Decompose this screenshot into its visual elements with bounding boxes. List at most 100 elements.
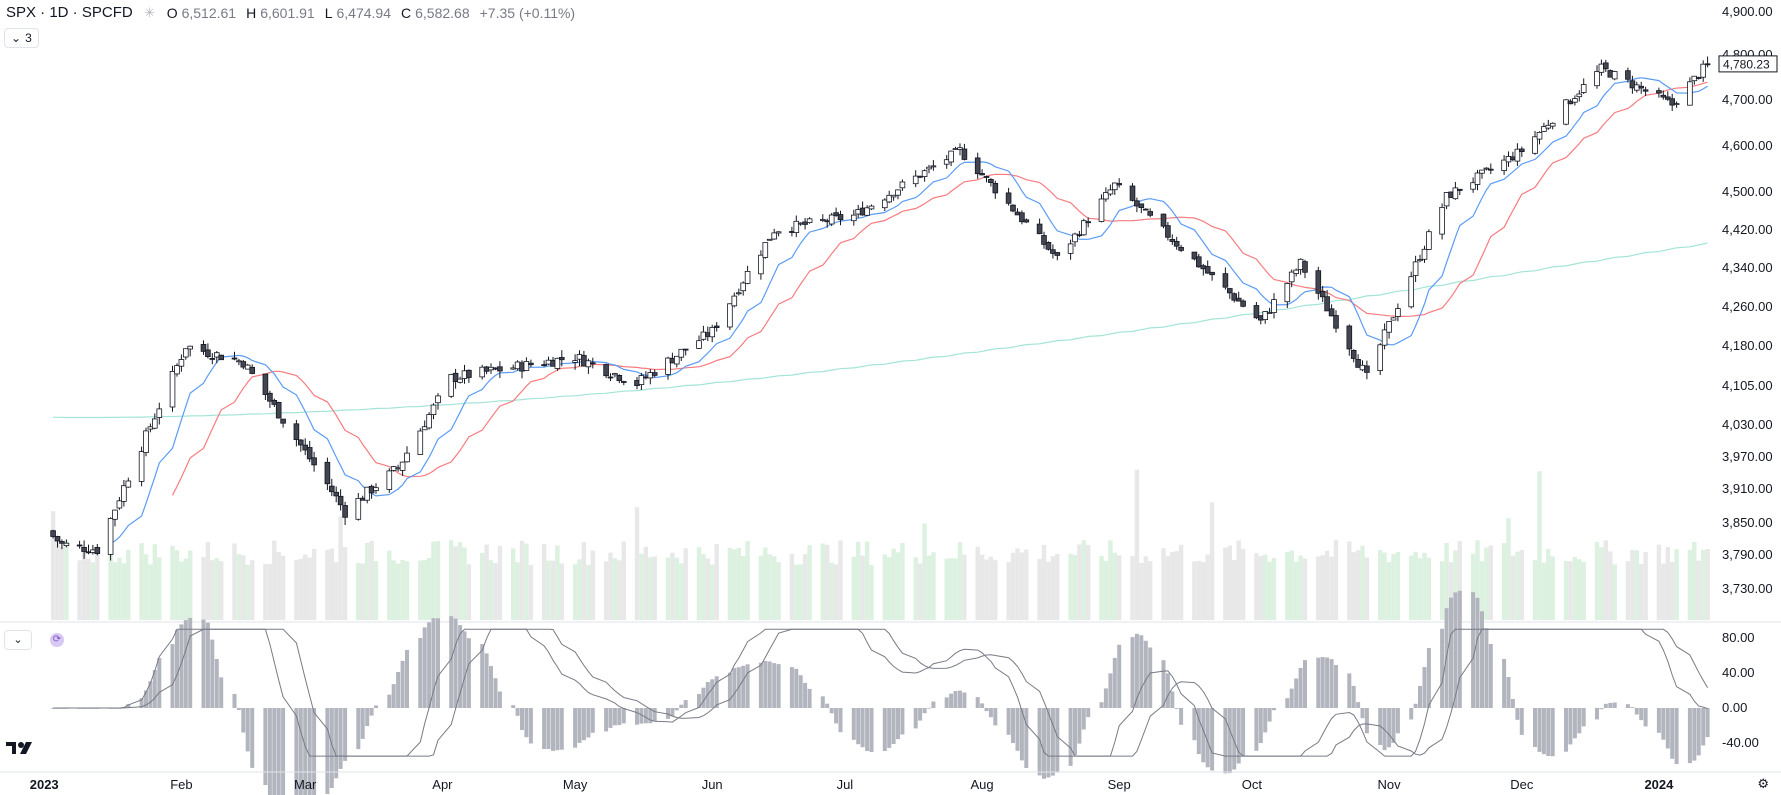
volume-bar [608, 552, 613, 620]
candle-body [820, 219, 826, 221]
volume-bar [1006, 562, 1011, 620]
histogram-bar [1130, 637, 1135, 708]
histogram-bar [1298, 667, 1303, 708]
candle-body [488, 366, 494, 371]
histogram-bar [1546, 708, 1551, 756]
oscillator-collapse-button[interactable]: ⌄ [4, 630, 32, 650]
candle-body [386, 470, 393, 490]
volume-bar [1267, 561, 1272, 620]
candle-body [851, 214, 857, 222]
histogram-bar [825, 703, 830, 708]
volume-bar [1351, 552, 1356, 620]
candle-body [1532, 136, 1538, 154]
histogram-bar [1236, 708, 1241, 764]
symbol-title[interactable]: SPX · 1D · SPCFD [6, 4, 133, 21]
volume-bar [170, 545, 175, 620]
histogram-bar [334, 708, 339, 779]
candle-body [1642, 89, 1649, 92]
histogram-bar [758, 662, 763, 708]
volume-bar [926, 555, 932, 620]
volume-bar [311, 549, 317, 620]
volume-bar [1333, 540, 1339, 620]
indicators-toggle-button[interactable]: ⌄ 3 [4, 28, 39, 48]
candle-body [1390, 317, 1397, 321]
histogram-bar [1440, 628, 1445, 708]
oscillator-pane[interactable]: 80.00 40.00 0.00 -40.00 [0, 590, 1781, 795]
candle-body [899, 181, 906, 189]
candle-body [1173, 240, 1180, 247]
volume-bar [1608, 551, 1613, 620]
histogram-bar [1037, 708, 1042, 776]
volume-bar [338, 516, 343, 620]
histogram-bar [365, 708, 370, 727]
candle-body [1408, 276, 1415, 308]
volume-bar [307, 557, 312, 620]
histogram-bar [608, 708, 613, 728]
price-axis[interactable]: 4,900.004,800.004,700.004,600.004,500.00… [0, 4, 1781, 623]
candle-body [1023, 219, 1030, 223]
time-tick-label: May [563, 777, 588, 792]
histogram-bar [515, 708, 520, 716]
volume-bar [1294, 561, 1299, 620]
histogram-bar [860, 708, 865, 748]
candle-body [1611, 71, 1618, 80]
candle-body [1196, 256, 1202, 268]
histogram-bar [520, 708, 524, 730]
histogram-bar [944, 697, 949, 708]
histogram-bar [1267, 708, 1272, 722]
candle-body [293, 423, 300, 440]
volume-bar [152, 544, 157, 620]
volume-bar [493, 563, 498, 620]
histogram-bar [1665, 708, 1670, 749]
candle-body [1262, 311, 1269, 321]
volume-bar [360, 563, 365, 620]
settings-gear-icon[interactable]: ⚙ [1757, 776, 1769, 791]
histogram-bar [900, 708, 905, 735]
volume-bar [232, 543, 237, 620]
time-axis[interactable]: 2023 Feb Mar Apr May Jun Jul Aug Sep Oct Nov Dec 202… [30, 777, 1674, 792]
histogram-bar [1134, 633, 1139, 708]
histogram-bar [772, 663, 777, 708]
histogram-bar [1475, 597, 1480, 708]
volume-bar [139, 543, 144, 620]
candle-body [1443, 192, 1450, 207]
volume-bar [1568, 561, 1573, 620]
candle-body [231, 357, 238, 360]
volume-bar [727, 547, 733, 620]
histogram-bar [175, 629, 179, 708]
candle-body [696, 340, 702, 349]
histogram-bar [497, 691, 502, 708]
volume-bar [236, 554, 242, 620]
volume-bar [789, 553, 795, 620]
candle-body [328, 485, 335, 493]
histogram-bar [524, 708, 529, 738]
histogram-bar [303, 708, 308, 795]
volume-bar [988, 556, 994, 620]
volume-bar [1537, 471, 1542, 620]
volume-bar [1347, 541, 1352, 620]
volume-bar [267, 564, 273, 620]
histogram-bar [374, 705, 378, 708]
data-status-icon[interactable]: ✳ [144, 4, 156, 20]
histogram-bar [312, 708, 317, 795]
candle-body [1005, 192, 1012, 204]
volume-bar [329, 548, 334, 620]
histogram-bar [1603, 703, 1608, 708]
volume-bar [250, 560, 255, 620]
volume-bar [1510, 555, 1516, 620]
candle-body [143, 430, 149, 453]
volume-bar [541, 544, 547, 620]
histogram-bar [1457, 590, 1462, 708]
candle-body [1519, 148, 1525, 152]
candle-body [116, 500, 123, 509]
histogram-bar [1391, 708, 1396, 743]
tradingview-logo-icon[interactable] [6, 740, 38, 756]
candle-body [864, 207, 870, 216]
histogram-bar [294, 708, 299, 795]
candle-body [1036, 223, 1043, 235]
histogram-bar [343, 708, 348, 761]
sync-icon[interactable]: ⟳ [50, 633, 64, 647]
candle-body [205, 349, 211, 357]
histogram-bar [489, 666, 493, 708]
